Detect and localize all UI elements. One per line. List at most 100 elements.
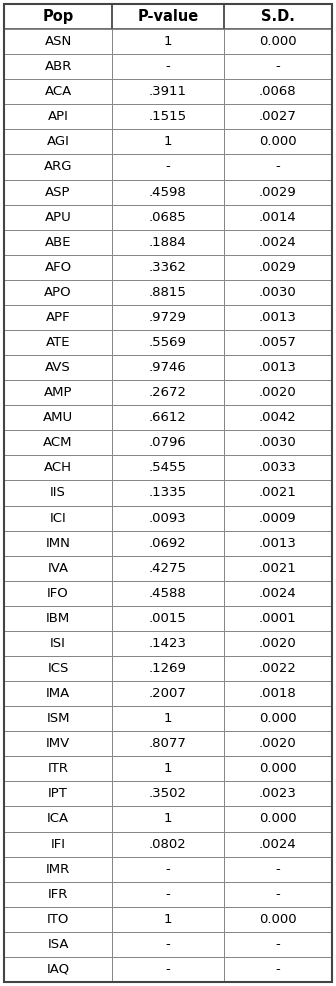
Bar bbox=[224, 254, 332, 280]
Bar bbox=[224, 355, 332, 381]
Bar bbox=[224, 54, 332, 79]
Text: .0020: .0020 bbox=[259, 387, 297, 399]
Bar bbox=[224, 355, 332, 381]
Bar bbox=[224, 330, 332, 355]
Bar bbox=[112, 807, 224, 831]
Bar bbox=[112, 781, 224, 807]
Bar bbox=[224, 907, 332, 932]
Bar bbox=[112, 957, 224, 982]
Bar bbox=[112, 54, 224, 79]
Bar bbox=[4, 581, 112, 605]
Bar bbox=[224, 330, 332, 355]
Bar bbox=[224, 155, 332, 179]
Bar bbox=[4, 205, 112, 230]
Bar bbox=[112, 330, 224, 355]
Bar bbox=[4, 631, 112, 656]
Bar bbox=[4, 29, 112, 54]
Bar bbox=[112, 957, 224, 982]
Bar bbox=[224, 4, 332, 29]
Bar bbox=[4, 254, 112, 280]
Bar bbox=[224, 932, 332, 957]
Bar bbox=[4, 155, 112, 179]
Text: AFO: AFO bbox=[45, 261, 72, 274]
Text: .0021: .0021 bbox=[259, 486, 297, 500]
Text: IAQ: IAQ bbox=[47, 963, 70, 976]
Text: IMR: IMR bbox=[46, 863, 70, 876]
Text: .2672: .2672 bbox=[149, 387, 187, 399]
Bar bbox=[224, 79, 332, 105]
Bar bbox=[4, 681, 112, 706]
Bar bbox=[4, 456, 112, 480]
Text: ISA: ISA bbox=[47, 938, 69, 951]
Bar bbox=[4, 581, 112, 605]
Text: .0796: .0796 bbox=[149, 437, 187, 450]
Text: .0024: .0024 bbox=[259, 236, 297, 248]
Bar bbox=[112, 280, 224, 305]
Text: -: - bbox=[166, 60, 170, 73]
Bar bbox=[224, 155, 332, 179]
Text: .3911: .3911 bbox=[149, 85, 187, 99]
Bar bbox=[112, 29, 224, 54]
Text: .4598: .4598 bbox=[149, 185, 187, 198]
Bar bbox=[4, 706, 112, 732]
Text: APF: APF bbox=[46, 311, 71, 324]
Text: .0093: .0093 bbox=[149, 512, 187, 525]
Bar bbox=[224, 405, 332, 430]
Text: .0068: .0068 bbox=[259, 85, 297, 99]
Text: .5455: .5455 bbox=[149, 461, 187, 474]
Bar bbox=[4, 605, 112, 631]
Text: .0029: .0029 bbox=[259, 261, 297, 274]
Bar bbox=[224, 605, 332, 631]
Bar bbox=[4, 330, 112, 355]
Bar bbox=[4, 781, 112, 807]
Bar bbox=[4, 957, 112, 982]
Text: 0.000: 0.000 bbox=[259, 35, 297, 48]
Bar bbox=[224, 105, 332, 129]
Text: ABE: ABE bbox=[45, 236, 71, 248]
Text: ICI: ICI bbox=[50, 512, 67, 525]
Bar bbox=[4, 230, 112, 254]
Bar bbox=[4, 179, 112, 205]
Bar bbox=[224, 556, 332, 581]
Bar bbox=[112, 881, 224, 907]
Bar bbox=[4, 280, 112, 305]
Text: IVA: IVA bbox=[48, 562, 69, 575]
Bar bbox=[224, 732, 332, 756]
Bar bbox=[112, 430, 224, 456]
Text: AGI: AGI bbox=[47, 135, 70, 149]
Bar bbox=[112, 756, 224, 781]
Bar bbox=[224, 305, 332, 330]
Bar bbox=[4, 254, 112, 280]
Bar bbox=[112, 430, 224, 456]
Bar bbox=[4, 79, 112, 105]
Text: .3502: .3502 bbox=[149, 788, 187, 801]
Bar bbox=[4, 105, 112, 129]
Bar bbox=[4, 54, 112, 79]
Text: IMA: IMA bbox=[46, 687, 70, 700]
Bar bbox=[4, 907, 112, 932]
Text: .0023: .0023 bbox=[259, 788, 297, 801]
Bar bbox=[112, 405, 224, 430]
Bar bbox=[4, 4, 112, 29]
Bar bbox=[4, 129, 112, 155]
Bar bbox=[112, 907, 224, 932]
Bar bbox=[112, 456, 224, 480]
Bar bbox=[112, 605, 224, 631]
Bar bbox=[224, 706, 332, 732]
Text: .0009: .0009 bbox=[259, 512, 297, 525]
Bar bbox=[4, 155, 112, 179]
Text: -: - bbox=[276, 963, 280, 976]
Bar bbox=[224, 631, 332, 656]
Bar bbox=[224, 506, 332, 530]
Text: ISM: ISM bbox=[46, 712, 70, 725]
Text: AMU: AMU bbox=[43, 411, 73, 424]
Bar bbox=[112, 631, 224, 656]
Bar bbox=[112, 732, 224, 756]
Bar bbox=[4, 857, 112, 881]
Bar bbox=[4, 355, 112, 381]
Bar bbox=[4, 831, 112, 857]
Bar bbox=[4, 881, 112, 907]
Bar bbox=[4, 732, 112, 756]
Bar bbox=[224, 605, 332, 631]
Bar bbox=[112, 631, 224, 656]
